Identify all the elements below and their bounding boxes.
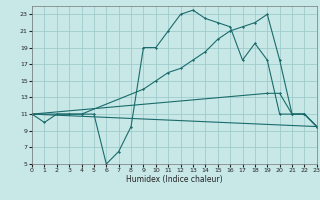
X-axis label: Humidex (Indice chaleur): Humidex (Indice chaleur) — [126, 175, 223, 184]
